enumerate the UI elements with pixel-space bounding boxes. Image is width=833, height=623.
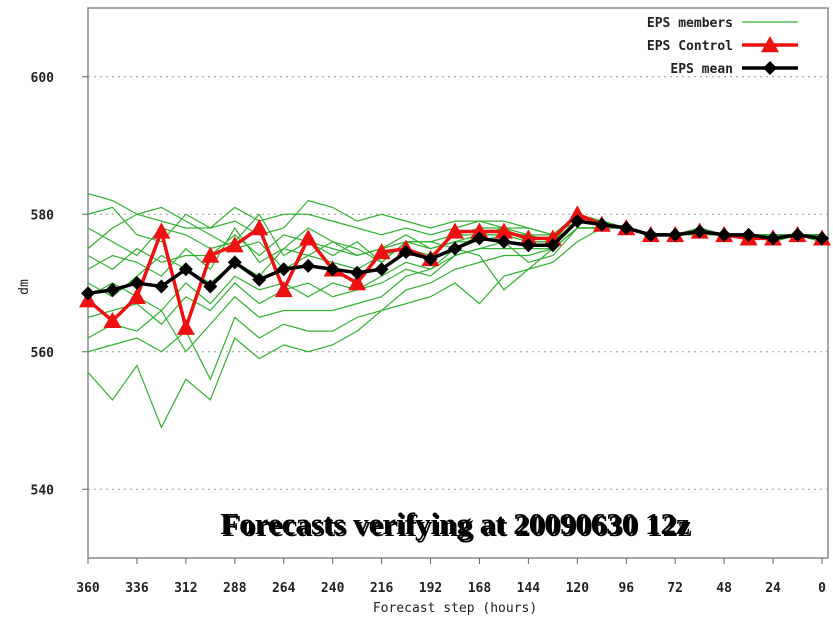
point — [472, 231, 487, 246]
y-axis-label: dm — [17, 279, 32, 295]
x-tick-label: 216 — [370, 581, 394, 596]
x-tick-label: 192 — [419, 581, 442, 596]
point — [129, 276, 144, 290]
point — [176, 318, 195, 335]
x-tick-label: 96 — [618, 581, 634, 596]
y-tick-label: 600 — [31, 71, 55, 86]
legend-marker — [763, 61, 777, 75]
x-tick-label: 72 — [667, 581, 683, 596]
point — [225, 236, 244, 253]
x-tick-label: 48 — [716, 581, 732, 596]
point — [494, 222, 513, 239]
point — [496, 234, 511, 249]
plot-frame — [87, 7, 829, 559]
x-tick-label: 312 — [174, 581, 197, 596]
annotation: Forecasts verifying at 20090630 12z — [220, 506, 690, 541]
annotation-shadow: Forecasts verifying at 20090630 12z — [222, 508, 692, 543]
point — [127, 287, 146, 304]
x-tick-label: 360 — [76, 581, 100, 596]
point — [103, 311, 122, 329]
point — [815, 231, 829, 246]
point — [301, 258, 316, 273]
point — [201, 246, 220, 263]
point — [448, 241, 462, 256]
point — [643, 227, 658, 242]
point — [276, 262, 291, 277]
legend: EPS members EPS Control EPS mean — [647, 16, 798, 77]
x-tick-label: 264 — [272, 581, 296, 596]
x-tick-label: 240 — [321, 581, 345, 596]
x-axis-label: Forecast step (hours) — [373, 601, 537, 616]
point — [766, 231, 781, 246]
x-tick-label: 336 — [125, 581, 149, 596]
point — [446, 222, 464, 239]
legend-label: EPS Control — [647, 39, 733, 54]
point — [568, 205, 587, 222]
point — [423, 251, 438, 266]
point — [519, 229, 538, 246]
point — [81, 286, 95, 301]
y-tick-label: 580 — [31, 208, 55, 223]
legend-marker — [761, 36, 779, 53]
point — [350, 265, 365, 280]
point — [152, 222, 171, 239]
point — [250, 219, 269, 236]
point — [521, 238, 536, 253]
point — [741, 227, 756, 242]
legend-label: EPS mean — [670, 62, 733, 77]
point — [299, 229, 318, 246]
point — [252, 272, 267, 287]
point — [470, 222, 489, 239]
point — [154, 279, 169, 294]
x-tick-label: 168 — [468, 581, 492, 596]
point — [619, 221, 634, 235]
lines — [79, 193, 831, 429]
point — [105, 282, 120, 297]
x-tick-label: 120 — [566, 581, 590, 596]
x-tick-label: 288 — [223, 581, 247, 596]
legend-label: EPS members — [647, 16, 733, 31]
point — [570, 214, 585, 229]
y-tick-label: 540 — [31, 483, 55, 498]
point — [374, 262, 389, 277]
point — [178, 262, 193, 277]
point — [372, 243, 391, 260]
point — [227, 255, 242, 270]
point — [594, 217, 609, 232]
point — [348, 274, 367, 291]
point — [399, 245, 414, 260]
point — [203, 279, 218, 294]
x-tick-label: 0 — [818, 581, 826, 596]
y-tick-label: 560 — [31, 346, 55, 361]
point — [545, 238, 560, 253]
point — [717, 227, 732, 242]
point — [790, 227, 805, 242]
point — [274, 280, 293, 298]
point — [668, 227, 683, 242]
point — [692, 224, 707, 239]
x-tick-label: 144 — [517, 581, 541, 596]
x-tick-label: 24 — [765, 581, 781, 596]
point — [325, 262, 340, 277]
